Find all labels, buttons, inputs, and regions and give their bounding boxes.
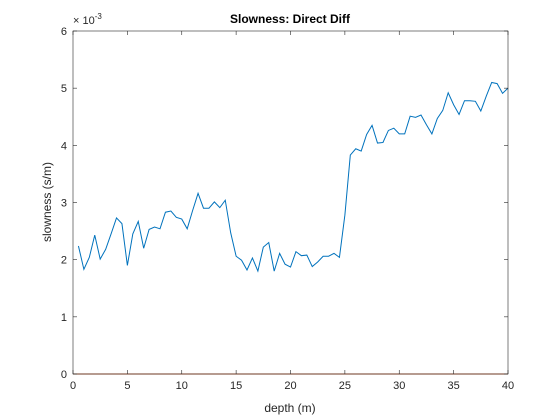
chart-title: Slowness: Direct Diff	[230, 12, 351, 26]
y-tick-label: 4	[61, 140, 67, 152]
y-tick-label: 1	[61, 312, 67, 324]
x-tick-label: 25	[339, 380, 351, 392]
x-tick-label: 20	[284, 380, 296, 392]
y-axis-label: slowness (s/m)	[40, 162, 54, 242]
plot-area	[73, 31, 508, 374]
y-tick-label: 6	[61, 26, 67, 38]
y-exponent-power: -3	[95, 12, 103, 21]
x-tick-label: 30	[393, 380, 405, 392]
x-tick-label: 10	[176, 380, 188, 392]
y-exponent-base: × 10	[73, 15, 95, 27]
x-tick-label: 40	[502, 380, 514, 392]
y-tick-label: 5	[61, 83, 67, 95]
axes-layer: 0 5 10 15 20 25 30 35 40 0 1 2 3 4 5 6	[61, 26, 514, 392]
y-tick-label: 3	[61, 198, 67, 210]
y-axis-exponent: × 10-3	[73, 12, 102, 27]
x-axis-label: depth (m)	[264, 401, 315, 415]
x-tick-label: 5	[124, 380, 130, 392]
y-tick-label: 2	[61, 255, 67, 267]
x-tick-label: 0	[70, 380, 76, 392]
y-tick-label: 0	[61, 369, 67, 381]
x-tick-label: 15	[230, 380, 242, 392]
x-tick-label: 35	[448, 380, 460, 392]
series-line-1	[77, 81, 509, 273]
